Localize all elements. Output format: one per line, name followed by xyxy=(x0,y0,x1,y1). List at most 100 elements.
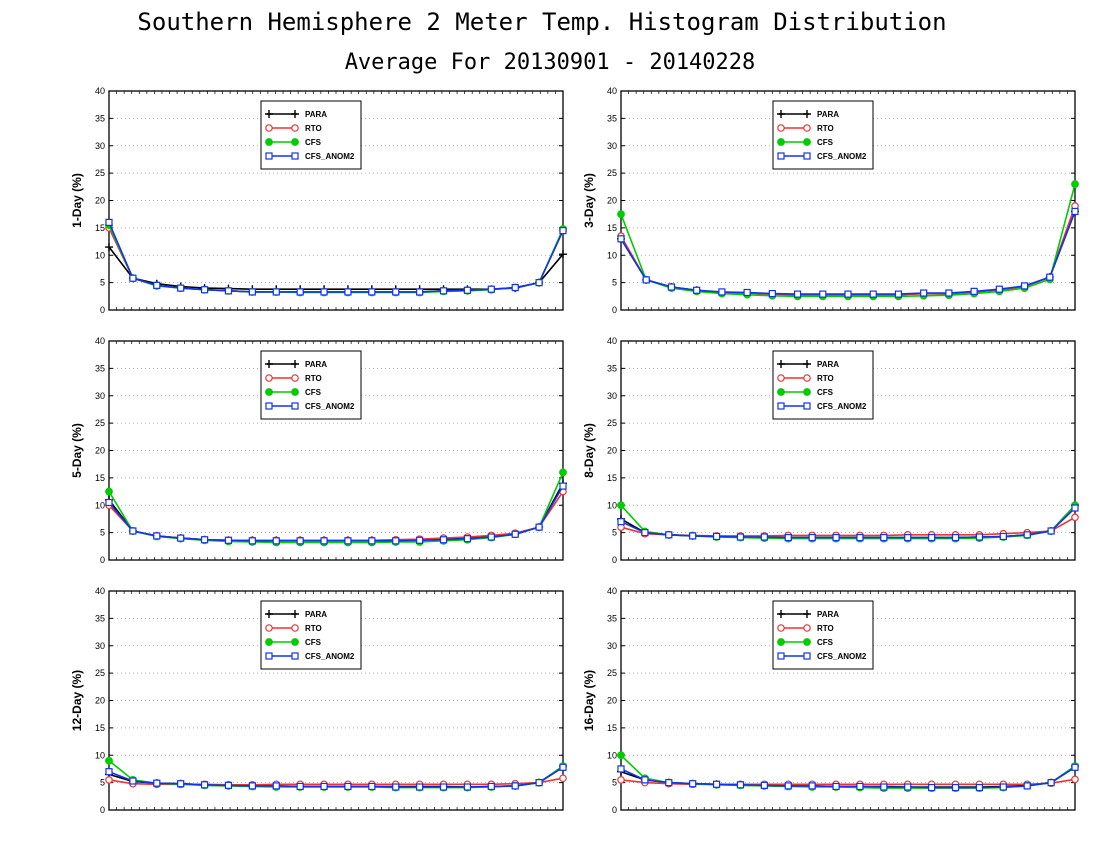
data-point xyxy=(296,537,304,545)
legend-entry-cfs_anom2: CFS_ANOM2 xyxy=(777,152,867,161)
series-line xyxy=(108,483,564,542)
legend: PARA RTO CFS CFS_ANOM2 xyxy=(260,350,362,420)
legend-marker xyxy=(265,374,273,382)
data-point xyxy=(535,523,543,531)
data-point xyxy=(617,776,625,784)
data-point xyxy=(200,286,209,294)
legend-marker xyxy=(777,638,785,646)
legend-entry-rto: RTO xyxy=(265,124,322,133)
data-point xyxy=(975,783,984,792)
data-point xyxy=(970,287,978,295)
legend-entry-cfs_anom2: CFS_ANOM2 xyxy=(265,652,355,661)
legend-label: CFS_ANOM2 xyxy=(817,402,867,411)
y-tick-label: 5 xyxy=(100,778,105,788)
chart-panels: 0 5 10 15 20 25 30 35 40 1-Day (%) PARA RTO CFS CFS_A… xyxy=(70,86,1079,815)
legend-marker xyxy=(777,124,785,132)
y-axis-label: 12-Day (%) xyxy=(70,670,84,731)
data-point xyxy=(1023,782,1031,790)
data-point xyxy=(617,518,625,526)
data-point xyxy=(320,782,328,791)
legend-entry-cfs_anom2: CFS_ANOM2 xyxy=(777,652,867,661)
legend-marker xyxy=(777,374,785,382)
legend-marker xyxy=(291,374,299,382)
data-point xyxy=(760,781,768,789)
data-point xyxy=(856,782,864,791)
data-point xyxy=(617,501,625,510)
y-tick-label: 10 xyxy=(607,500,617,510)
series-cfs_anom2 xyxy=(617,763,1079,792)
legend-entry-para: PARA xyxy=(777,610,839,619)
legend-marker xyxy=(777,388,785,396)
legend-entry-para: PARA xyxy=(265,360,327,369)
data-point xyxy=(487,533,495,541)
chart-panel-2: 0 5 10 15 20 25 30 35 40 3-Day (%) PARA RTO CFS CFS_A… xyxy=(582,86,1079,315)
data-point xyxy=(641,776,649,784)
series-line xyxy=(620,205,1076,296)
series-para xyxy=(617,207,1079,299)
data-point xyxy=(689,780,697,788)
legend-marker xyxy=(291,138,299,146)
y-tick-label: 25 xyxy=(95,668,105,678)
data-point xyxy=(1071,207,1079,216)
data-point xyxy=(177,780,185,788)
data-point xyxy=(693,286,701,294)
data-point xyxy=(768,289,776,298)
series-line xyxy=(620,507,1076,539)
series-cfs_anom2 xyxy=(617,504,1079,542)
data-point xyxy=(368,782,376,791)
data-point xyxy=(368,537,376,545)
legend-entry-rto: RTO xyxy=(265,624,322,633)
data-point xyxy=(999,532,1007,541)
data-point xyxy=(904,783,912,791)
data-point xyxy=(511,782,519,790)
chart-panel-1: 0 5 10 15 20 25 30 35 40 1-Day (%) PARA RTO CFS CFS_A… xyxy=(70,86,567,315)
y-tick-label: 0 xyxy=(612,805,617,815)
y-tick-label: 5 xyxy=(612,528,617,538)
legend-box xyxy=(260,600,362,670)
data-point xyxy=(248,782,256,790)
data-point xyxy=(177,284,185,292)
data-point xyxy=(617,235,625,243)
legend-label: CFS xyxy=(305,138,322,147)
data-point xyxy=(793,290,802,298)
data-point xyxy=(844,290,852,298)
y-tick-label: 25 xyxy=(607,418,617,428)
data-point xyxy=(200,536,209,544)
series-line xyxy=(620,766,1076,789)
data-point xyxy=(894,290,903,298)
data-point xyxy=(416,288,424,296)
data-point xyxy=(487,782,495,791)
y-tick-label: 20 xyxy=(95,446,105,456)
legend-marker xyxy=(803,402,811,410)
legend-marker xyxy=(291,624,299,632)
legend-entry-cfs_anom2: CFS_ANOM2 xyxy=(265,152,355,161)
series-rto xyxy=(105,487,567,545)
series-line xyxy=(108,222,564,293)
data-point xyxy=(819,290,827,298)
legend-marker xyxy=(265,388,273,396)
legend-label: RTO xyxy=(817,124,834,133)
data-point xyxy=(951,533,960,542)
data-point xyxy=(535,779,543,787)
data-point xyxy=(1020,282,1029,290)
y-tick-label: 10 xyxy=(95,750,105,760)
data-point xyxy=(224,287,233,295)
series-rto xyxy=(617,202,1079,299)
legend-marker xyxy=(803,138,811,146)
series-cfs xyxy=(617,180,1079,301)
y-tick-label: 35 xyxy=(95,613,105,623)
data-point xyxy=(880,533,888,542)
data-point xyxy=(1071,513,1079,522)
data-point xyxy=(105,756,113,765)
y-tick-label: 35 xyxy=(607,613,617,623)
series-line xyxy=(620,211,1076,296)
series-line xyxy=(620,183,1076,298)
legend-marker xyxy=(777,610,785,618)
legend-entry-cfs: CFS xyxy=(777,388,834,397)
data-point xyxy=(105,487,113,496)
legend-marker xyxy=(265,124,273,132)
legend: PARA RTO CFS CFS_ANOM2 xyxy=(772,350,874,420)
data-point xyxy=(416,783,424,791)
legend: PARA RTO CFS CFS_ANOM2 xyxy=(260,100,362,170)
